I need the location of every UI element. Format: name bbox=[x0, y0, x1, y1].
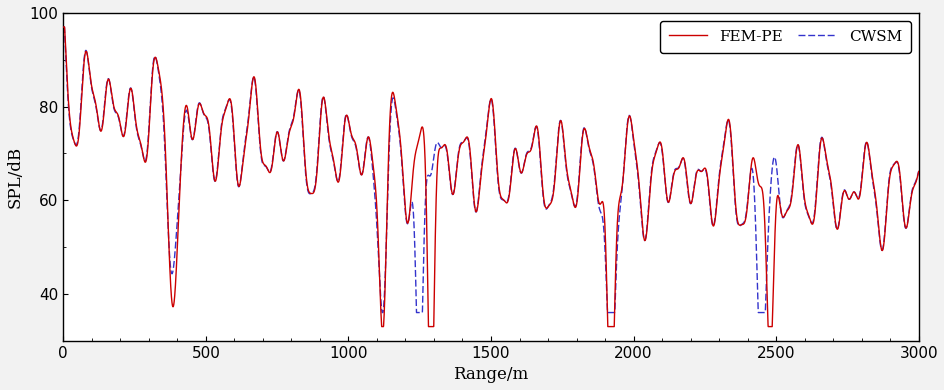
FEM-PE bbox=[376, 324, 387, 329]
FEM-PE bbox=[905, 190, 917, 195]
CWSM bbox=[441, 150, 452, 154]
FEM-PE bbox=[58, 25, 69, 29]
CWSM bbox=[265, 167, 277, 172]
FEM-PE bbox=[912, 169, 923, 174]
X-axis label: Range/m: Range/m bbox=[453, 366, 528, 383]
CWSM bbox=[912, 168, 923, 173]
CWSM bbox=[58, 25, 69, 29]
Line: FEM-PE: FEM-PE bbox=[63, 27, 918, 326]
FEM-PE bbox=[265, 168, 277, 173]
CWSM bbox=[261, 165, 272, 170]
FEM-PE bbox=[256, 157, 267, 162]
Legend: FEM-PE, CWSM: FEM-PE, CWSM bbox=[659, 21, 910, 53]
CWSM bbox=[377, 310, 388, 315]
Line: CWSM: CWSM bbox=[63, 27, 918, 312]
Y-axis label: SPL/dB: SPL/dB bbox=[7, 146, 24, 208]
CWSM bbox=[905, 188, 917, 193]
CWSM bbox=[379, 251, 391, 255]
FEM-PE bbox=[379, 251, 391, 255]
FEM-PE bbox=[441, 148, 452, 152]
FEM-PE bbox=[261, 165, 272, 170]
CWSM bbox=[256, 160, 267, 164]
